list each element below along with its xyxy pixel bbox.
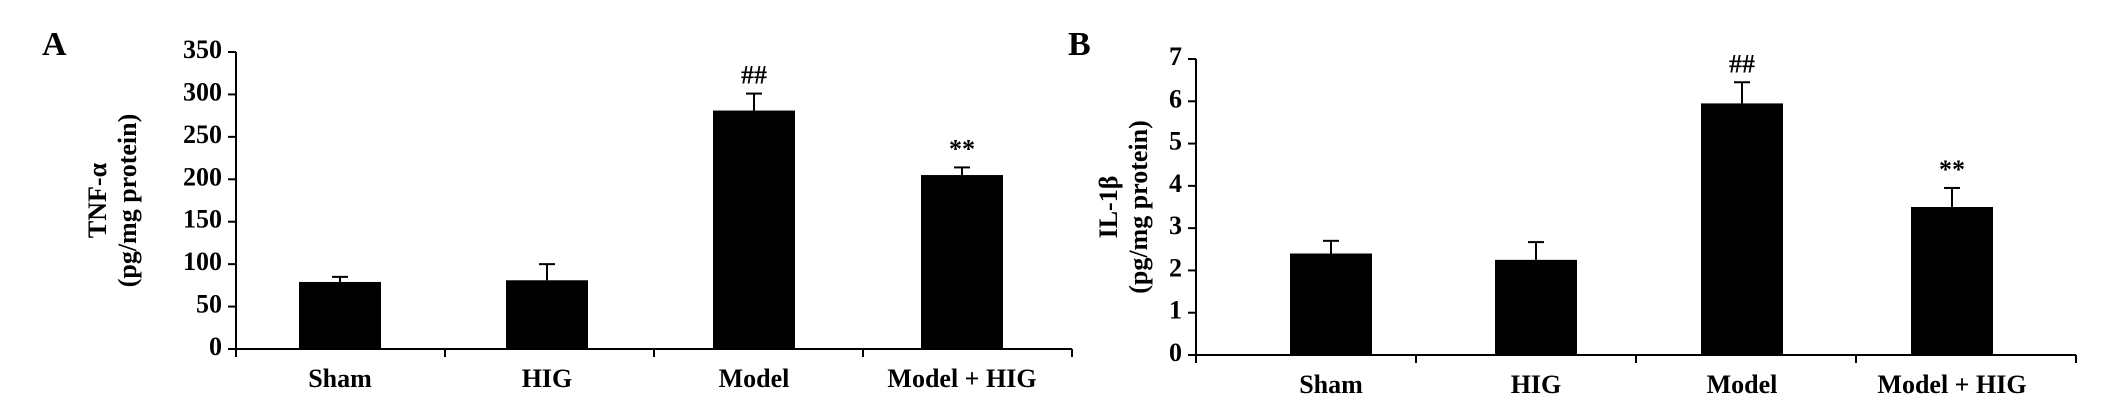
panel-label: A	[42, 26, 67, 63]
x-tick-label: Model	[719, 364, 790, 393]
y-tick-label: 2	[1169, 253, 1182, 282]
y-tick-label: 250	[183, 120, 222, 149]
x-tick-label: Sham	[308, 364, 372, 393]
bar	[1290, 253, 1372, 355]
y-tick-label: 0	[209, 332, 222, 361]
y-tick-label: 4	[1169, 169, 1182, 198]
y-tick-label: 50	[196, 290, 222, 319]
bar	[1911, 207, 1993, 355]
y-tick-label: 0	[1169, 338, 1182, 367]
y-tick-label: 350	[183, 35, 222, 64]
panel-label: B	[1068, 26, 1091, 63]
bar	[713, 110, 795, 350]
bar	[1701, 103, 1783, 356]
annotation: **	[949, 134, 975, 163]
y-tick-label: 6	[1169, 84, 1182, 113]
y-axis-label: (pg/mg protein)	[113, 114, 142, 288]
annotation: ##	[1729, 49, 1755, 78]
y-axis-label: (pg/mg protein)	[1124, 120, 1153, 294]
x-tick-label: Model + HIG	[887, 364, 1036, 393]
bar	[1495, 259, 1577, 355]
x-tick-label: HIG	[1511, 370, 1562, 399]
bar	[921, 175, 1003, 349]
x-tick-label: Model	[1707, 370, 1778, 399]
bar	[506, 280, 588, 349]
y-tick-label: 7	[1169, 42, 1182, 71]
y-tick-label: 3	[1169, 211, 1182, 240]
y-tick-label: 1	[1169, 296, 1182, 325]
y-axis-label: IL-1β	[1094, 176, 1123, 239]
y-axis-label: TNF-α	[83, 162, 112, 238]
x-tick-label: Model + HIG	[1877, 370, 2026, 399]
y-tick-label: 200	[183, 162, 222, 191]
y-tick-label: 100	[183, 247, 222, 276]
y-tick-label: 300	[183, 77, 222, 106]
annotation: ##	[741, 61, 767, 90]
x-tick-label: Sham	[1299, 370, 1363, 399]
annotation: **	[1939, 155, 1965, 184]
bar	[299, 281, 381, 349]
y-tick-label: 150	[183, 205, 222, 234]
y-tick-label: 5	[1169, 127, 1182, 156]
x-tick-label: HIG	[522, 364, 573, 393]
